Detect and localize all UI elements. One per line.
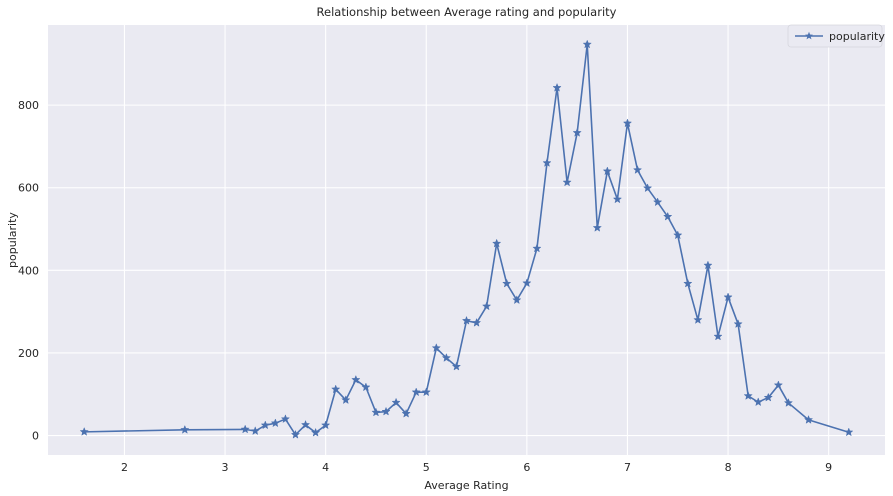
data-point (572, 127, 582, 137)
data-point (552, 82, 562, 92)
y-gridlines (48, 104, 885, 437)
legend-star-marker (805, 31, 813, 40)
data-point (320, 420, 331, 430)
x-tick-label: 2 (121, 461, 128, 474)
x-gridlines (123, 25, 830, 455)
data-point (622, 118, 633, 128)
data-point (431, 343, 441, 352)
data-point (582, 39, 592, 49)
data-point (180, 424, 190, 434)
data-point (532, 243, 542, 253)
data-point (522, 278, 532, 288)
data-point (310, 427, 321, 437)
data-point (351, 374, 361, 384)
data-point (341, 395, 351, 405)
data-point (481, 301, 492, 311)
y-tick-label: 600 (18, 182, 39, 195)
data-point (713, 331, 723, 341)
data-point (240, 424, 250, 434)
data-point (361, 382, 371, 392)
data-point (512, 295, 522, 305)
data-point (471, 317, 482, 327)
data-point (250, 426, 260, 436)
data-point (290, 429, 301, 439)
x-tick-label: 6 (523, 461, 530, 474)
data-point (300, 419, 311, 429)
data-point (401, 408, 411, 418)
data-point (803, 414, 814, 424)
x-tick-labels: 2 3 4 5 6 7 8 9 (121, 461, 832, 474)
x-tick-label: 4 (322, 461, 329, 474)
data-point (461, 315, 472, 325)
data-point (723, 292, 733, 302)
x-tick-label: 7 (624, 461, 631, 474)
data-point (693, 315, 703, 324)
data-point (79, 426, 89, 436)
data-point (451, 361, 462, 371)
data-point (652, 197, 663, 207)
data-point (592, 222, 602, 232)
data-point (783, 398, 794, 407)
data-point (743, 391, 753, 400)
data-point (562, 177, 572, 187)
data-point (663, 211, 673, 221)
data-point (612, 194, 623, 204)
data-point (421, 387, 431, 397)
x-tick-label: 9 (825, 461, 832, 474)
y-tick-label: 800 (18, 99, 39, 112)
data-point (391, 397, 401, 407)
legend-entry-popularity: popularity (829, 30, 885, 43)
data-point (844, 427, 854, 437)
data-point (270, 418, 281, 428)
data-point (703, 260, 713, 270)
y-tick-label: 200 (18, 347, 39, 360)
data-point (441, 353, 452, 362)
data-point (331, 384, 341, 394)
data-point (673, 230, 683, 240)
data-point (602, 166, 613, 176)
data-point (632, 165, 643, 174)
data-point (642, 183, 653, 193)
data-point (683, 278, 693, 288)
x-tick-label: 3 (222, 461, 229, 474)
series-layer (79, 39, 854, 439)
x-tick-label: 5 (423, 461, 430, 474)
data-point (260, 420, 270, 430)
data-point (411, 387, 421, 397)
plot-area (48, 25, 885, 455)
data-point (280, 414, 291, 424)
y-tick-labels: 0 200 400 600 800 (18, 99, 39, 442)
x-tick-label: 8 (725, 461, 732, 474)
x-axis-label: Average Rating (424, 479, 508, 492)
data-point (773, 380, 784, 390)
chart-title: Relationship between Average rating and … (317, 5, 617, 19)
data-point (753, 397, 763, 407)
y-tick-label: 400 (18, 264, 39, 277)
data-point (542, 158, 552, 167)
data-point (502, 278, 512, 288)
legend: popularity (787, 24, 885, 48)
data-point (763, 392, 773, 402)
data-point (371, 407, 381, 417)
data-point (381, 406, 391, 416)
data-point (733, 319, 743, 329)
legend-box (787, 24, 883, 48)
y-tick-label: 0 (32, 430, 39, 443)
y-axis-label: popularity (6, 212, 19, 268)
data-point (492, 238, 502, 248)
